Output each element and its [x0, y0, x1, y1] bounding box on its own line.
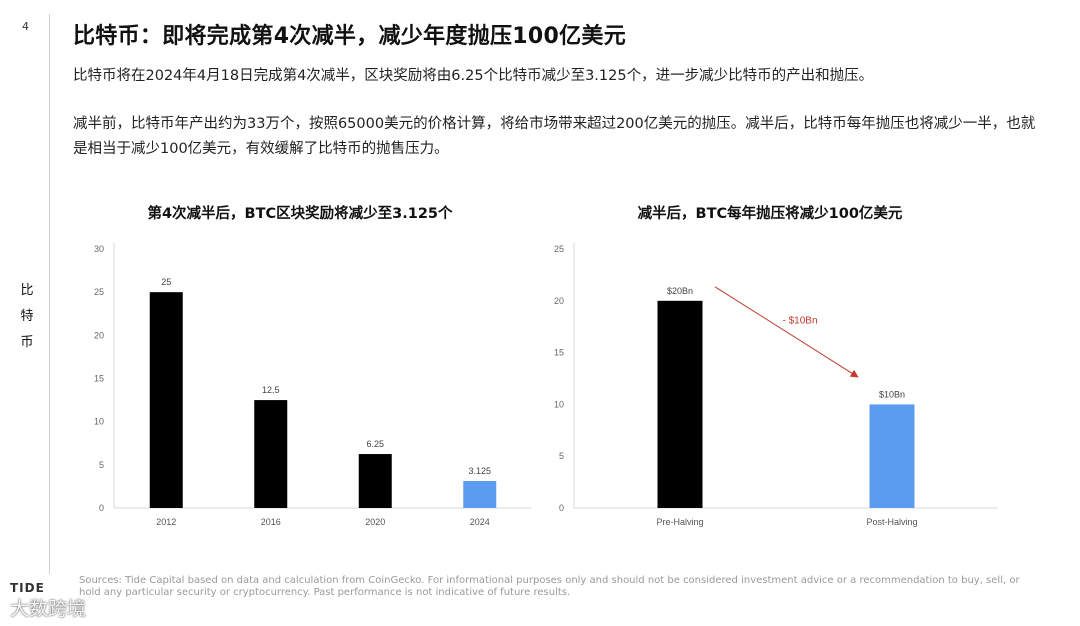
side-section-label: 比 特 币 — [17, 278, 37, 356]
data-label: 6.25 — [366, 439, 384, 449]
watermark: 大数跨境 — [10, 598, 87, 620]
side-label-char: 比 — [20, 283, 34, 298]
data-label: 25 — [161, 277, 171, 287]
bar-2012 — [149, 292, 183, 508]
data-label: 12.5 — [262, 385, 280, 395]
x-tick-label: 2016 — [261, 517, 281, 527]
block-reward-chart-title: 第4次减半后，BTC区块奖励将减少至3.125个 — [147, 206, 453, 222]
source-note: Sources: Tide Capital based on data and … — [79, 575, 1020, 598]
y-tick-label: 10 — [554, 399, 564, 409]
slide-title: 比特币：即将完成第4次减半，减少年度抛压100亿美元 — [73, 24, 627, 49]
data-label: 3.125 — [468, 466, 491, 476]
tide-logo: TIDE — [10, 581, 45, 595]
y-tick-label: 15 — [94, 374, 104, 384]
body-paragraph-2: 减半前，比特币年产出约为33万个，按照65000美元的价格计算，将给市场带来超过… — [73, 116, 1036, 157]
sell-pressure-chart-title: 减半后，BTC每年抛压将减少100亿美元 — [637, 206, 903, 222]
y-tick-label: 5 — [559, 451, 564, 461]
y-tick-label: 0 — [559, 503, 564, 513]
block-reward-chart: 0 5 10 15 20 25 30 25 2012 12.5 2016 6.25 2020 3.125 2… — [94, 243, 532, 527]
data-label: $20Bn — [667, 286, 693, 296]
bar-2024 — [463, 481, 497, 508]
side-label-char: 特 — [20, 309, 34, 324]
y-tick-label: 5 — [99, 460, 104, 470]
body-paragraph-1: 比特币将在2024年4月18日完成第4次减半，区块奖励将由6.25个比特币减少至… — [73, 68, 874, 84]
page-number: 4 — [22, 20, 29, 33]
x-tick-label: 2012 — [156, 517, 176, 527]
x-tick-label: 2020 — [365, 517, 385, 527]
x-tick-label: Post-Halving — [866, 517, 917, 527]
bar-2020 — [358, 454, 392, 508]
y-tick-label: 0 — [99, 503, 104, 513]
reduction-arrow — [714, 286, 859, 378]
y-tick-label: 20 — [554, 296, 564, 306]
side-label-char: 币 — [20, 335, 34, 350]
x-tick-label: Pre-Halving — [656, 517, 703, 527]
reduction-label: - $10Bn — [782, 316, 817, 327]
y-tick-label: 25 — [94, 287, 104, 297]
y-tick-label: 25 — [554, 244, 564, 254]
data-label: $10Bn — [879, 389, 905, 399]
y-tick-label: 10 — [94, 417, 104, 427]
bar-post-halving — [869, 404, 915, 508]
x-tick-label: 2024 — [470, 517, 490, 527]
y-tick-label: 15 — [554, 348, 564, 358]
sell-pressure-chart: 0 5 10 15 20 25 $20Bn Pre-Halving $10Bn Post-Halv… — [554, 243, 998, 527]
y-tick-label: 20 — [94, 330, 104, 340]
y-tick-label: 30 — [94, 244, 104, 254]
bar-pre-halving — [657, 300, 703, 508]
bar-2016 — [254, 400, 288, 508]
side-divider — [49, 14, 50, 574]
